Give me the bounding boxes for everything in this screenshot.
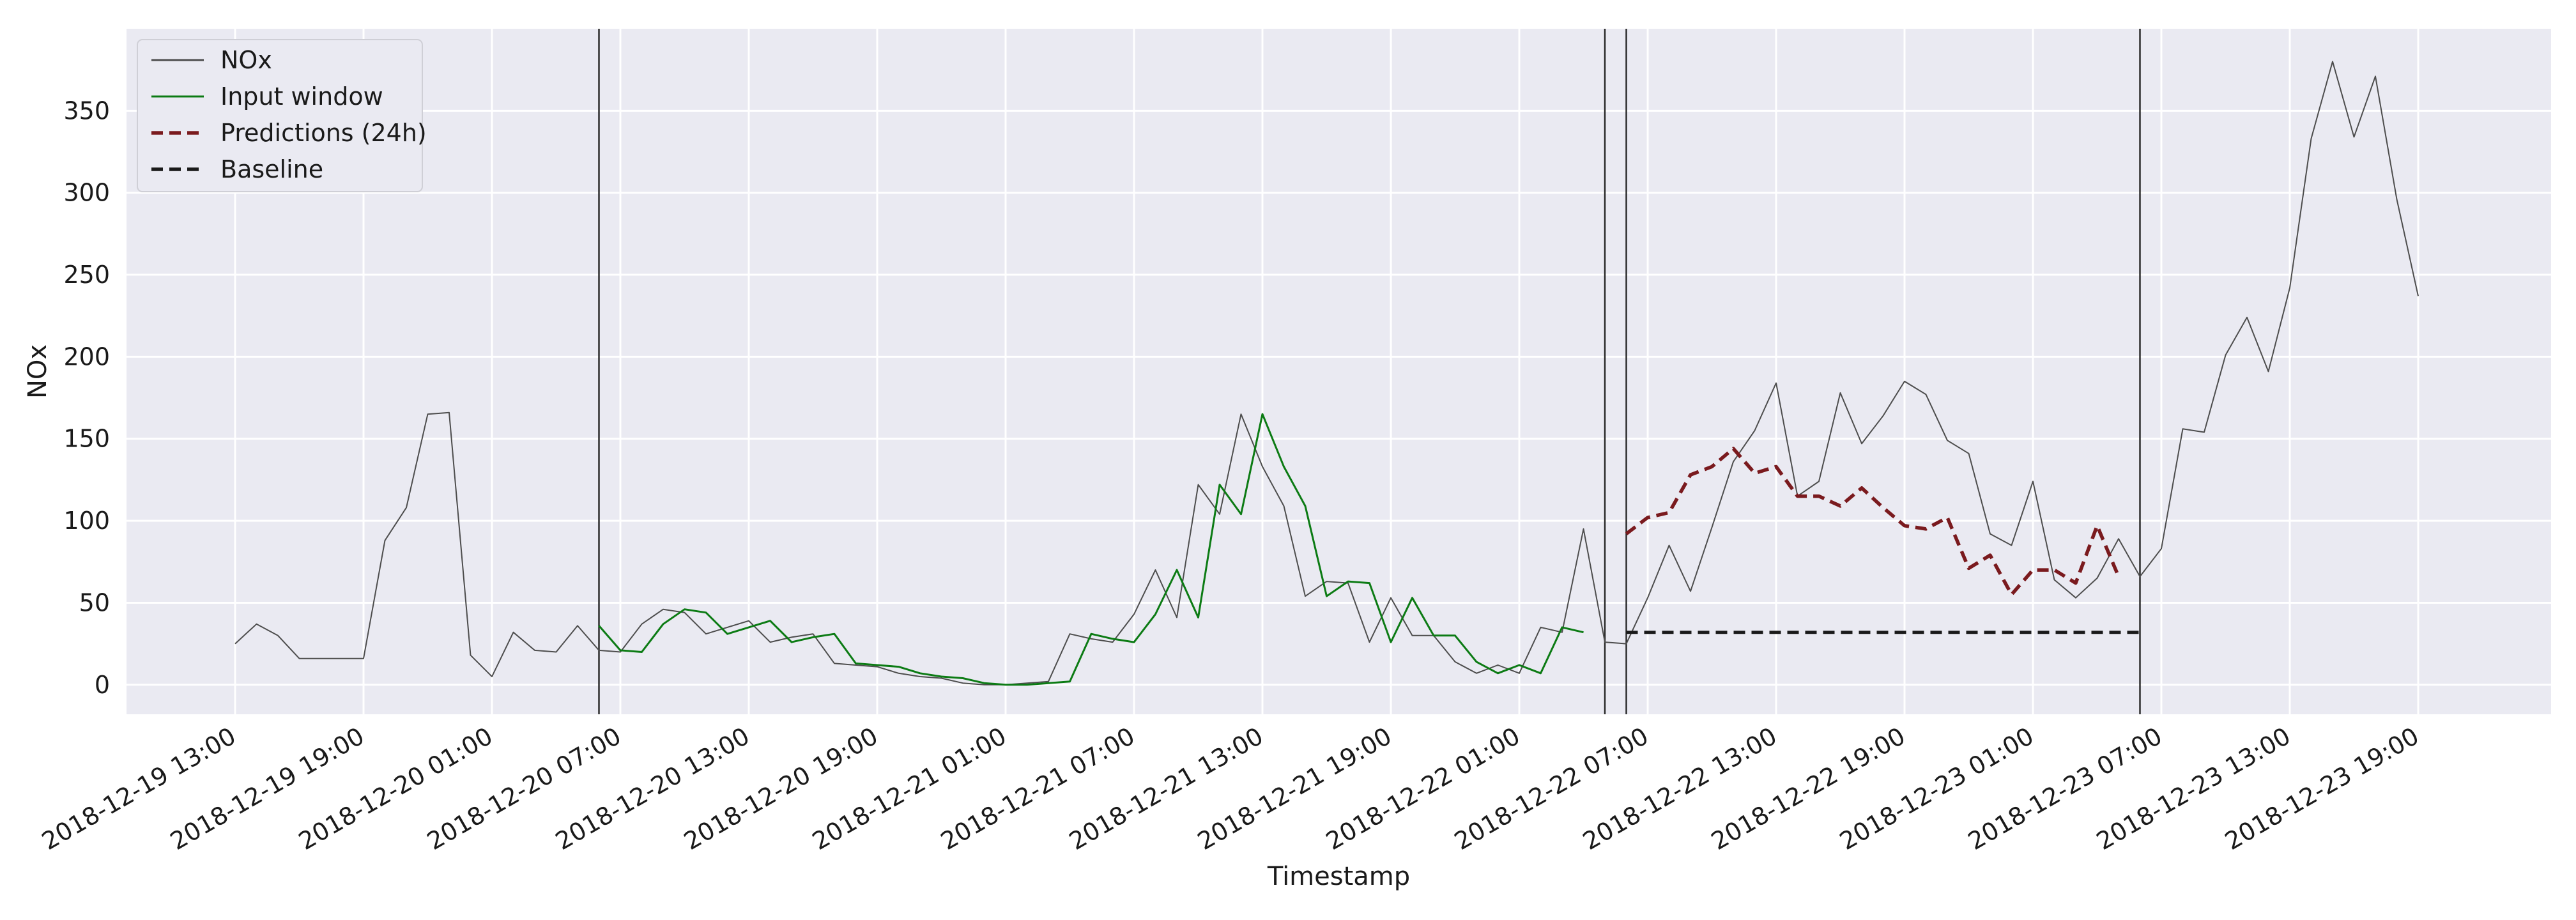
- vertical-markers: [598, 29, 2141, 714]
- series-lines: [234, 61, 2419, 686]
- y-axis-label: NOx: [23, 344, 52, 399]
- y-tick-label: 250: [63, 261, 110, 289]
- legend-box: [137, 39, 423, 192]
- legend-label-input-window: Input window: [220, 82, 383, 111]
- x-axis-label: Timestamp: [1267, 862, 1410, 891]
- series-line-input-window: [598, 413, 1584, 686]
- series-line-predictions-24h: [1625, 447, 2120, 597]
- legend-label-baseline: Baseline: [220, 155, 323, 183]
- legend[interactable]: NOx Input window Predictions (24h) Baseline: [137, 39, 427, 192]
- y-tick-label: 150: [63, 425, 110, 453]
- y-tick-label: 100: [63, 507, 110, 535]
- plot-area: [126, 29, 2551, 714]
- legend-label-nox: NOx: [220, 46, 272, 74]
- y-tick-label: 50: [79, 588, 110, 617]
- y-tick-label: 0: [95, 671, 110, 699]
- series-line-nox: [234, 61, 2419, 686]
- legend-label-predictions-24h: Predictions (24h): [220, 119, 427, 147]
- y-tick-label: 200: [63, 342, 110, 371]
- y-tick-labels: 0 50 100 150 200 250 300 350: [63, 96, 110, 698]
- y-tick-label: 300: [63, 179, 110, 207]
- y-tick-label: 350: [63, 96, 110, 125]
